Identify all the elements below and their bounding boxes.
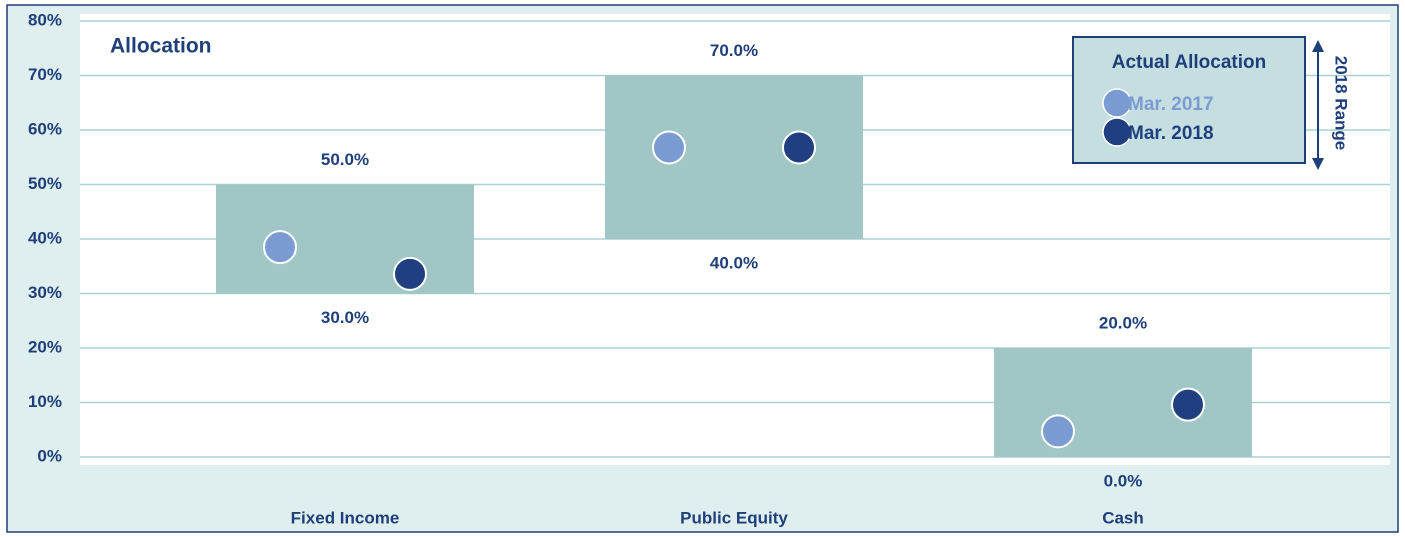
legend-marker <box>1102 88 1132 118</box>
y-tick-label: 40% <box>28 228 62 247</box>
low-label: 40.0% <box>710 253 758 272</box>
y-tick-label: 80% <box>28 10 62 29</box>
high-label: 70.0% <box>710 41 758 60</box>
y-tick-label: 30% <box>28 283 62 302</box>
dot <box>263 230 297 265</box>
y-tick-label: 50% <box>28 174 62 193</box>
dot <box>652 130 686 165</box>
y-tick-label: 0% <box>37 446 62 465</box>
range-box <box>605 75 863 239</box>
range-arrow-head <box>1312 40 1324 52</box>
y-tick-label: 20% <box>28 337 62 356</box>
legend-title: Actual Allocation <box>1112 52 1266 73</box>
x-tick-label: Fixed Income <box>291 508 400 527</box>
range-label: 2018 Range <box>1332 56 1351 151</box>
dot <box>1171 387 1205 422</box>
legend-label: Mar. 2017 <box>1128 94 1214 115</box>
x-tick-label: Public Equity <box>680 508 788 527</box>
dot <box>782 130 816 165</box>
y-tick-label: 10% <box>28 392 62 411</box>
low-label: 0.0% <box>1104 471 1143 490</box>
y-tick-label: 70% <box>28 65 62 84</box>
range-box <box>216 184 474 294</box>
legend-label: Mar. 2018 <box>1128 123 1214 144</box>
x-tick-label: Cash <box>1102 508 1144 527</box>
range-arrow-head <box>1312 158 1324 170</box>
range-box <box>994 348 1252 457</box>
y-tick-label: 60% <box>28 119 62 138</box>
dot <box>1041 414 1075 449</box>
low-label: 30.0% <box>321 308 369 327</box>
high-label: 20.0% <box>1099 313 1147 332</box>
chart-title: Allocation <box>110 35 212 58</box>
high-label: 50.0% <box>321 150 369 169</box>
legend-marker <box>1102 117 1132 147</box>
dot <box>393 256 427 291</box>
